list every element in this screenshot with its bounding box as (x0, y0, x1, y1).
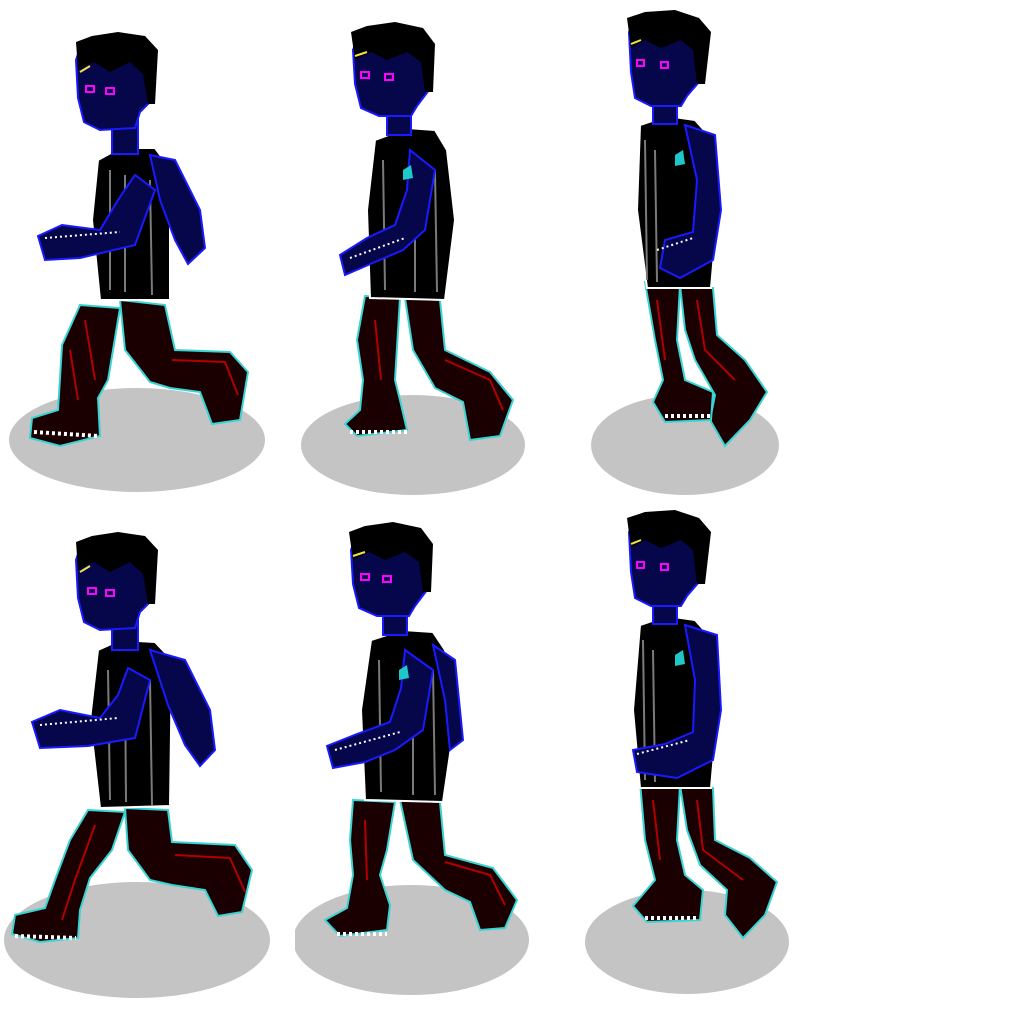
hair-accent (79, 565, 91, 573)
back-leg (678, 783, 779, 940)
hair (76, 32, 158, 104)
eye-left (360, 71, 370, 79)
eye-left (87, 587, 97, 595)
eye-left (636, 561, 645, 569)
back-leg (123, 806, 254, 918)
front-arm (30, 666, 152, 750)
front-arm (36, 173, 157, 262)
walk-frame-5 (295, 522, 529, 995)
sprite-frame-3 (585, 0, 885, 500)
hair (76, 532, 158, 604)
walk-frame-6 (585, 510, 789, 994)
shirt-emblem (675, 150, 685, 166)
eye-left (360, 573, 370, 581)
shirt-emblem (675, 650, 685, 666)
walk-frame-2 (301, 22, 525, 495)
hair-accent (352, 551, 366, 557)
eye-left (636, 59, 645, 67)
eye-right (660, 61, 669, 69)
hair (351, 22, 435, 92)
eye-right (105, 87, 115, 95)
eye-right (105, 589, 115, 597)
shoe-sole (33, 430, 99, 438)
front-leg (631, 780, 705, 924)
eye-right (382, 575, 392, 583)
back-arm (148, 648, 217, 768)
front-arm (325, 648, 435, 770)
front-leg (343, 294, 409, 438)
eye-right (384, 73, 394, 81)
eye-right (660, 563, 669, 571)
back-arm (148, 153, 207, 266)
eye-left (85, 85, 95, 93)
hair (627, 10, 711, 84)
sprite-frame-4 (0, 510, 300, 1010)
sprite-frame-6 (585, 510, 885, 1010)
hair (627, 510, 711, 584)
hair-accent (630, 539, 642, 545)
front-leg (323, 798, 397, 938)
sprite-frame-5 (295, 510, 595, 1010)
hair-accent (354, 51, 368, 57)
hair (349, 522, 433, 592)
sprite-frame-1 (0, 0, 300, 500)
walk-frame-3 (591, 10, 779, 495)
walk-frame-1 (9, 32, 265, 492)
back-arm (431, 642, 465, 752)
hair-accent (630, 39, 642, 45)
front-arm (338, 148, 437, 277)
front-arm (631, 623, 723, 780)
shoe-sole (14, 934, 77, 940)
shirt-emblem (399, 665, 409, 680)
front-leg (643, 280, 715, 424)
shirt-emblem (403, 165, 413, 180)
back-leg (118, 298, 250, 426)
front-arm (658, 123, 723, 280)
walk-frame-4 (4, 532, 270, 998)
back-leg (403, 296, 515, 442)
front-leg (10, 808, 127, 944)
sprite-frame-2 (295, 0, 595, 500)
hair-accent (79, 65, 91, 73)
